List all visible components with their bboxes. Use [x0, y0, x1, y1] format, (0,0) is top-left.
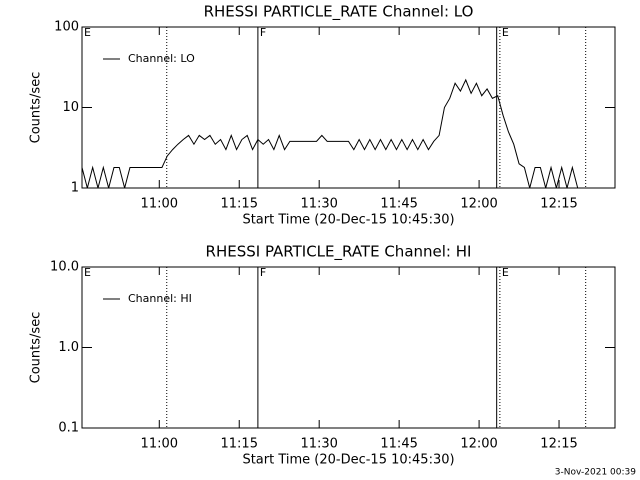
legend-label: Channel: LO	[128, 52, 195, 65]
x-tick-label: 11:00	[141, 197, 178, 212]
y-axis-label: Counts/sec	[29, 312, 44, 384]
x-tick-label: 12:00	[460, 437, 497, 452]
y-tick-label: 0.1	[58, 421, 79, 436]
flag-label: E	[502, 26, 509, 39]
x-tick-label: 11:45	[380, 197, 417, 212]
x-tick-label: 11:00	[141, 437, 178, 452]
chart-title: RHESSI PARTICLE_RATE Channel: HI	[206, 243, 472, 262]
footer: 3-Nov-2021 00:39	[555, 468, 637, 478]
data-line	[82, 78, 610, 188]
flag-label: E	[84, 266, 91, 279]
flag-label: F	[260, 266, 266, 279]
legend-label: Channel: HI	[128, 292, 192, 305]
flag-label: E	[84, 26, 91, 39]
x-axis-label: Start Time (20-Dec-15 10:45:30)	[242, 453, 454, 468]
x-tick-label: 12:15	[540, 197, 577, 212]
y-tick-label: 100	[54, 20, 79, 35]
chart-title: RHESSI PARTICLE_RATE Channel: LO	[204, 3, 474, 22]
x-tick-label: 11:30	[300, 197, 337, 212]
x-tick-label: 11:15	[221, 197, 258, 212]
x-tick-label: 11:45	[380, 437, 417, 452]
y-axis-label: Counts/sec	[29, 72, 44, 144]
y-tick-label: 10.0	[50, 260, 79, 275]
flag-label: E	[502, 266, 509, 279]
y-tick-label: 1.0	[58, 340, 79, 355]
x-tick-label: 12:00	[460, 197, 497, 212]
x-tick-label: 11:15	[221, 437, 258, 452]
flag-label: F	[260, 26, 266, 39]
y-tick-label: 1	[71, 181, 79, 196]
x-axis-label: Start Time (20-Dec-15 10:45:30)	[242, 213, 454, 228]
x-tick-label: 11:30	[300, 437, 337, 452]
x-tick-label: 12:15	[540, 437, 577, 452]
y-tick-label: 10	[62, 100, 79, 115]
